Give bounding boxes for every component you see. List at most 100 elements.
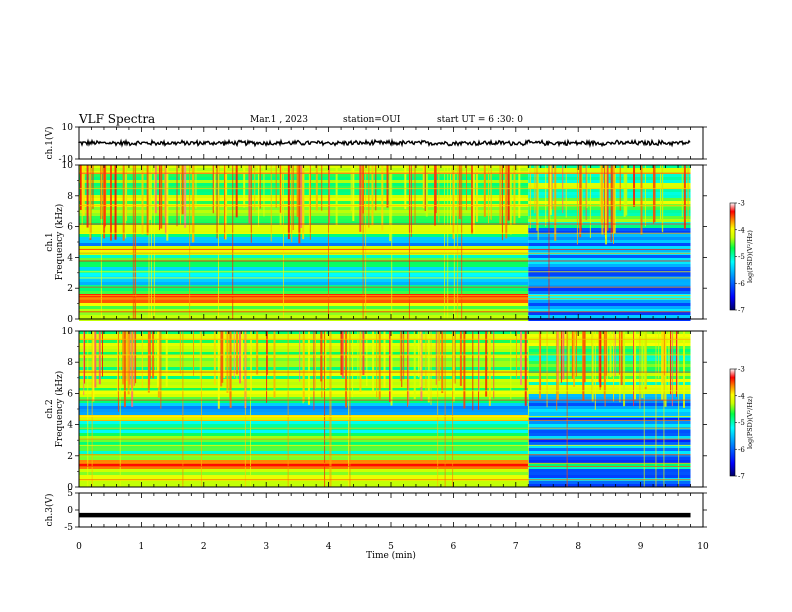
spectrogram-row xyxy=(528,300,691,303)
sferic-streak xyxy=(640,165,643,235)
sferic-streak xyxy=(270,165,272,242)
spectrogram-row xyxy=(79,291,529,294)
spectrogram-row xyxy=(528,460,691,463)
sferic-streak xyxy=(213,165,216,211)
sferic-streak xyxy=(478,331,480,393)
spectrogram-row xyxy=(528,331,691,334)
sferic-streak xyxy=(687,165,689,221)
sferic-streak xyxy=(644,165,646,227)
x-tick-label: 8 xyxy=(575,542,581,552)
narrowband-line xyxy=(79,416,691,418)
sferic-streak xyxy=(368,165,370,228)
sferic-streak xyxy=(135,331,137,384)
sferic-streak xyxy=(299,331,301,382)
sferic-streak xyxy=(314,331,316,389)
sferic-streak xyxy=(243,165,246,208)
sferic-streak xyxy=(287,165,290,240)
sferic-streak xyxy=(461,165,463,319)
spectrogram-row xyxy=(79,303,529,306)
sferic-streak xyxy=(282,165,284,319)
spectrogram-row xyxy=(79,288,529,291)
sferic-streak xyxy=(216,165,218,239)
sferic-streak xyxy=(239,331,242,384)
sferic-streak xyxy=(164,165,167,235)
sferic-streak xyxy=(195,165,197,209)
x-tick-label: 3 xyxy=(263,542,269,552)
sferic-streak xyxy=(307,331,310,405)
spectrogram-row xyxy=(79,430,529,433)
sferic-streak xyxy=(240,331,243,381)
sferic-streak xyxy=(92,165,94,210)
sferic-streak xyxy=(425,331,427,391)
sferic-streak xyxy=(232,165,234,319)
start-time-label: start UT = 6 :30: 0 xyxy=(437,115,523,125)
sferic-streak xyxy=(180,165,182,225)
sferic-streak xyxy=(488,165,490,224)
spectrogram-row xyxy=(528,165,691,168)
sferic-streak xyxy=(164,165,166,218)
station-label: station=OUI xyxy=(343,115,401,125)
sferic-streak xyxy=(652,165,654,224)
sferic-streak xyxy=(473,165,475,234)
spectrogram-row xyxy=(528,222,691,225)
y-tick-label: 8 xyxy=(67,192,73,202)
spectrogram-row xyxy=(528,340,691,343)
spectrogram-row xyxy=(79,433,529,436)
spectrogram-row xyxy=(528,370,691,373)
narrowband-line xyxy=(79,311,691,313)
sferic-streak xyxy=(422,165,425,209)
sferic-streak xyxy=(599,331,602,388)
sferic-streak xyxy=(256,331,259,375)
y-tick-label: 6 xyxy=(67,389,73,399)
spectrogram-row xyxy=(79,282,529,285)
sferic-streak xyxy=(566,331,568,487)
spectrogram-row xyxy=(79,264,529,267)
sferic-streak xyxy=(457,165,459,319)
narrowband-line xyxy=(79,295,691,297)
spectrogram-row xyxy=(528,367,691,370)
spectrogram-row xyxy=(528,430,691,433)
y-tick-label: 10 xyxy=(62,123,74,133)
spectrogram-row xyxy=(528,349,691,352)
sferic-streak xyxy=(176,165,178,227)
narrowband-line xyxy=(79,454,691,456)
sferic-streak xyxy=(505,165,508,239)
colorbar-label: log(PSD)(V²/Hz) xyxy=(746,230,754,283)
sferic-streak xyxy=(236,331,239,375)
sferic-streak xyxy=(545,165,547,227)
spectrogram-row xyxy=(528,454,691,457)
spectrogram-row xyxy=(79,261,529,264)
spectrogram-row xyxy=(528,312,691,315)
spectrogram-row xyxy=(528,352,691,355)
narrowband-line xyxy=(79,188,691,190)
sferic-streak xyxy=(579,165,582,238)
narrowband-line xyxy=(79,438,691,440)
sferic-streak xyxy=(430,331,432,406)
spectrogram-row xyxy=(528,267,691,270)
spectrogram-row xyxy=(79,421,529,424)
sferic-streak xyxy=(280,165,283,215)
sferic-streak xyxy=(452,331,454,487)
sferic-streak xyxy=(321,165,323,211)
sferic-streak xyxy=(123,331,126,408)
sferic-streak xyxy=(576,165,578,245)
y-axis-label: ch.2 xyxy=(45,399,55,418)
sferic-streak xyxy=(427,331,430,403)
sferic-streak xyxy=(447,165,449,319)
sferic-streak xyxy=(213,331,216,385)
spectrogram-row xyxy=(79,418,529,421)
spectrogram-row xyxy=(79,258,529,261)
sferic-streak xyxy=(94,331,97,388)
sferic-streak xyxy=(681,165,683,217)
sferic-streak xyxy=(510,331,512,400)
narrowband-line xyxy=(79,371,691,373)
sferic-streak xyxy=(609,331,612,378)
sferic-streak xyxy=(182,331,184,487)
spectrogram-row xyxy=(79,466,529,469)
sferic-streak xyxy=(413,331,416,400)
sferic-streak xyxy=(329,331,331,487)
sferic-streak xyxy=(109,165,112,241)
sferic-streak xyxy=(435,331,437,385)
x-tick-label: 10 xyxy=(697,542,709,552)
